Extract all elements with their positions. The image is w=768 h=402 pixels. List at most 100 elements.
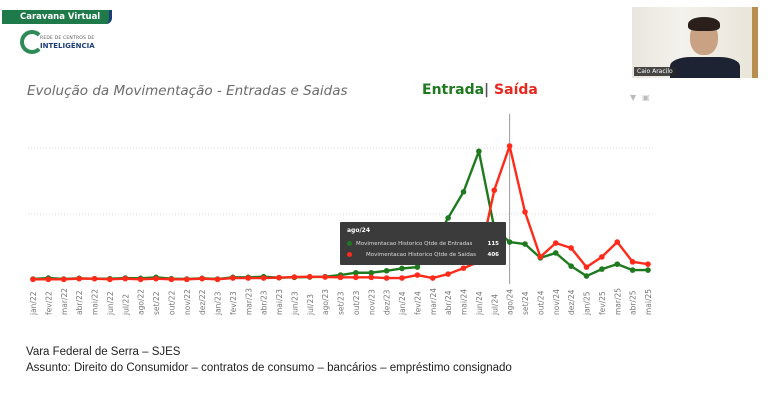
logo-subtitle: REDE DE CENTROS DE xyxy=(40,36,95,41)
data-point[interactable] xyxy=(91,275,98,282)
data-point[interactable] xyxy=(599,254,605,260)
x-axis-label: fev/25 xyxy=(598,291,607,315)
data-point[interactable] xyxy=(476,148,482,155)
data-point[interactable] xyxy=(291,274,298,280)
data-point[interactable] xyxy=(491,187,498,194)
data-point[interactable] xyxy=(183,276,190,283)
data-point[interactable] xyxy=(153,275,159,282)
data-point[interactable] xyxy=(599,266,605,272)
x-axis-label: set/23 xyxy=(337,291,346,315)
data-point[interactable] xyxy=(552,240,559,246)
x-axis-label: jul/22 xyxy=(121,294,130,316)
webcam-video-tile[interactable]: Caio Aracilo xyxy=(632,7,758,78)
tooltip-row-saidas: Movimentacao Historico Qtde de Saidas 40… xyxy=(347,249,499,260)
expand-icon[interactable]: ▣ xyxy=(642,93,650,102)
x-axis-label: mai/25 xyxy=(644,289,653,315)
data-point[interactable] xyxy=(306,273,313,280)
tooltip-label: Movimentacao Historico Qtde de Entradas xyxy=(356,240,473,247)
x-axis-label: jun/22 xyxy=(106,291,115,316)
x-axis-label: jan/24 xyxy=(398,291,407,316)
data-point[interactable] xyxy=(337,274,344,281)
data-point[interactable] xyxy=(583,264,590,270)
data-point[interactable] xyxy=(506,239,513,245)
data-point[interactable] xyxy=(107,276,113,283)
data-point[interactable] xyxy=(614,261,621,267)
background-frame xyxy=(752,7,758,78)
footer-subject: Assunto: Direito do Consumidor – contrat… xyxy=(26,362,512,374)
data-point[interactable] xyxy=(368,274,375,281)
data-point[interactable] xyxy=(137,276,144,283)
data-point[interactable] xyxy=(506,143,513,149)
data-point[interactable] xyxy=(30,276,36,283)
x-axis-label: mar/23 xyxy=(244,288,253,315)
x-axis-label: ago/24 xyxy=(506,289,515,315)
x-axis-label: mar/22 xyxy=(60,288,69,315)
x-axis-label: mar/25 xyxy=(613,288,622,315)
data-point[interactable] xyxy=(399,265,405,272)
data-point[interactable] xyxy=(353,274,359,281)
x-axis-label: jan/25 xyxy=(583,291,592,316)
data-point[interactable] xyxy=(614,239,621,245)
participant-hair xyxy=(688,17,720,31)
footer-court: Vara Federal de Serra – SJES xyxy=(26,346,181,358)
data-point[interactable] xyxy=(230,275,236,281)
data-point[interactable] xyxy=(568,245,574,251)
data-point[interactable] xyxy=(583,273,590,279)
data-point[interactable] xyxy=(629,259,636,265)
data-point[interactable] xyxy=(645,261,651,267)
data-point[interactable] xyxy=(45,276,52,283)
x-axis-label: abr/24 xyxy=(444,290,453,315)
logo-title: INTELIGÊNCIA xyxy=(40,42,95,50)
x-axis-label: jul/24 xyxy=(490,294,499,316)
data-point[interactable] xyxy=(122,275,129,282)
chart-title: Evolução da Movimentação - Entradas e Sa… xyxy=(27,83,348,99)
data-point[interactable] xyxy=(245,275,252,281)
x-axis-label: fev/24 xyxy=(413,291,422,315)
data-point[interactable] xyxy=(460,265,467,271)
legend-saida: Saída xyxy=(494,82,538,98)
tooltip-value: 115 xyxy=(487,240,499,247)
data-point[interactable] xyxy=(552,250,559,256)
data-point[interactable] xyxy=(629,267,636,273)
data-point[interactable] xyxy=(568,263,574,269)
saidas-dot-icon xyxy=(347,252,352,257)
data-point[interactable] xyxy=(322,274,328,280)
x-axis-label: set/22 xyxy=(152,291,161,315)
x-axis-label: dez/22 xyxy=(198,289,207,315)
data-point[interactable] xyxy=(353,269,359,276)
data-point[interactable] xyxy=(383,275,390,281)
data-point[interactable] xyxy=(645,267,651,273)
data-point[interactable] xyxy=(214,276,221,283)
filter-icon[interactable]: ▼ xyxy=(630,93,637,102)
x-axis-label: fev/22 xyxy=(44,291,53,315)
x-axis-label: ago/22 xyxy=(137,289,146,315)
data-point[interactable] xyxy=(460,189,467,195)
data-point[interactable] xyxy=(522,209,528,215)
data-point[interactable] xyxy=(399,275,405,281)
data-point[interactable] xyxy=(414,264,421,270)
data-point[interactable] xyxy=(60,276,67,283)
data-point[interactable] xyxy=(168,276,175,283)
line-chart[interactable]: jan/22 fev/22 mar/22 abr/22 mai/22 jun/22 jul/… xyxy=(0,0,768,330)
tooltip-title: ago/24 xyxy=(347,227,371,234)
slide-footer: Vara Federal de Serra – SJES Assunto: Di… xyxy=(26,344,512,376)
data-point[interactable] xyxy=(522,241,528,247)
x-axis-label: nov/24 xyxy=(552,289,561,315)
data-point[interactable] xyxy=(199,275,205,282)
data-point[interactable] xyxy=(368,269,375,276)
data-point[interactable] xyxy=(76,275,82,282)
data-point[interactable] xyxy=(260,275,267,281)
tooltip-label: Movimentacao Historico Qtde de Saidas xyxy=(366,251,476,258)
data-point[interactable] xyxy=(383,267,390,274)
data-point[interactable] xyxy=(429,275,436,281)
x-axis-label: out/24 xyxy=(536,290,545,315)
data-point[interactable] xyxy=(537,254,544,260)
data-point[interactable] xyxy=(445,215,451,221)
data-point[interactable] xyxy=(414,272,421,278)
data-point[interactable] xyxy=(276,274,282,281)
data-point[interactable] xyxy=(445,271,451,277)
x-axis-label: jul/23 xyxy=(306,294,315,316)
x-axis-label: abr/25 xyxy=(629,290,638,315)
x-axis-label: mai/22 xyxy=(91,289,100,315)
chart-tooltip: ago/24 Movimentacao Historico Qtde de En… xyxy=(340,222,506,265)
